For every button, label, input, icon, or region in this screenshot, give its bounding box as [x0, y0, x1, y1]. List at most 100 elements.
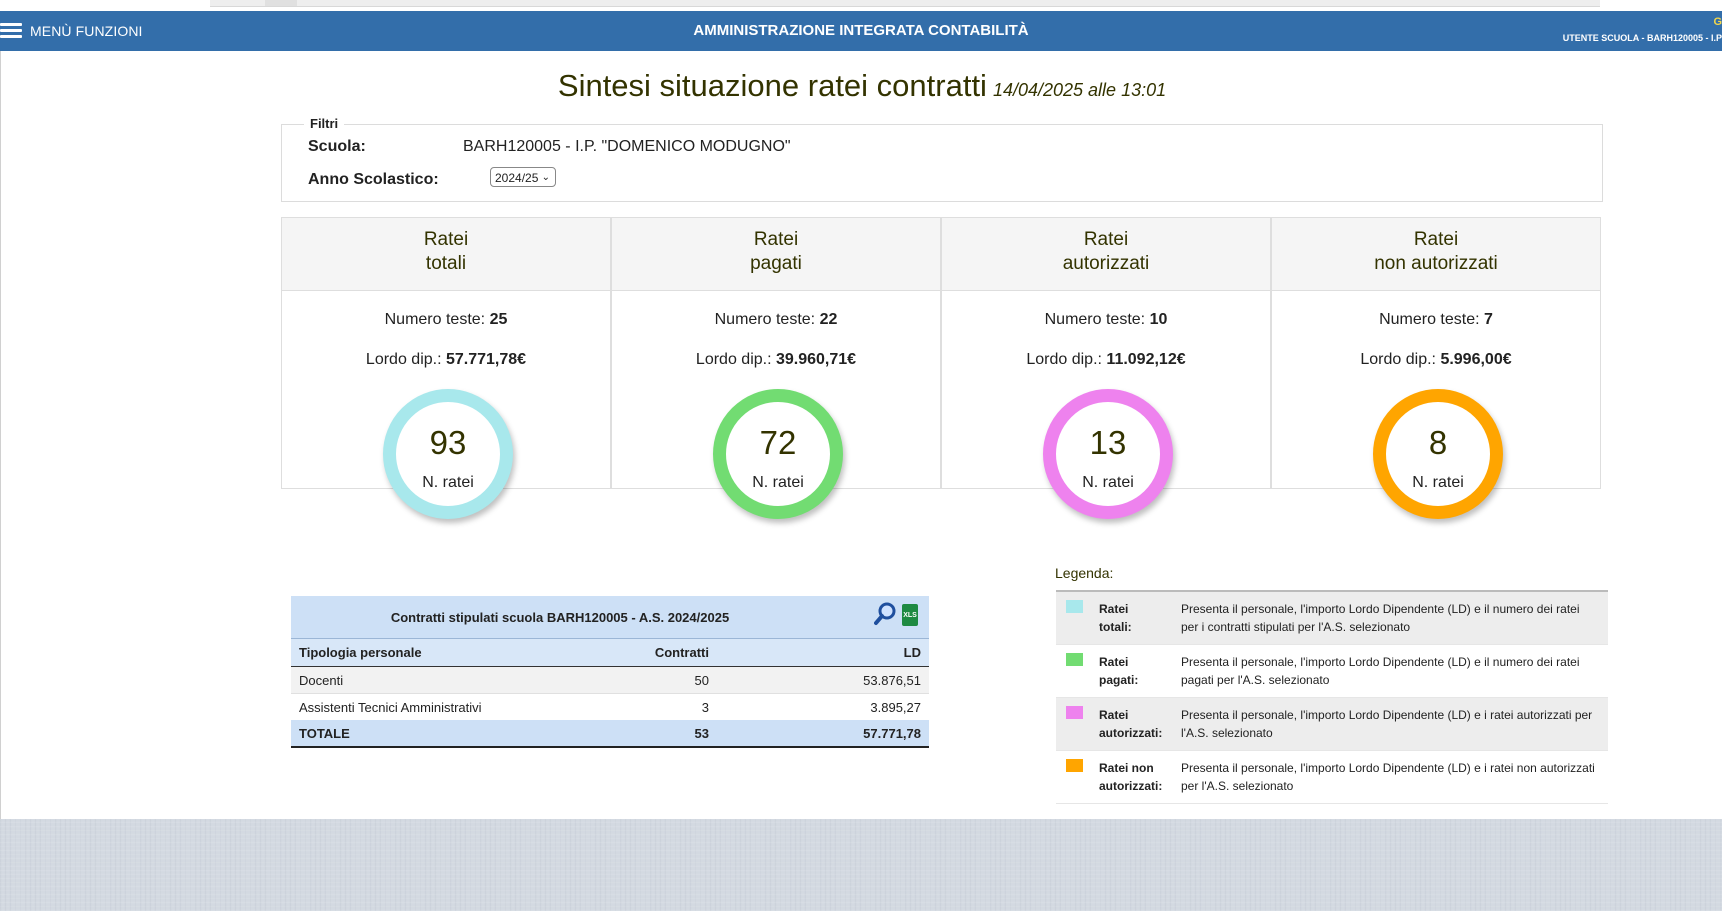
legend-name: Ratei pagati: — [1099, 653, 1169, 689]
browser-top-strip — [0, 0, 1722, 11]
col-header-ld: LD — [903, 645, 921, 660]
card-ratei-totali: Ratei totali Numero teste: 25 Lordo dip.: 5… — [281, 217, 611, 519]
ratei-count: 72 — [759, 424, 797, 461]
chevron-down-icon: ⌄ — [541, 172, 550, 183]
ratei-count: 93 — [429, 424, 467, 461]
legend-desc-line2: pagati per l'A.S. selezionato — [1181, 673, 1330, 687]
card-title-line1: Ratei — [1413, 229, 1459, 250]
ratei-count: 13 — [1089, 424, 1127, 461]
ratei-count-label: N. ratei — [422, 474, 474, 491]
filter-year-row: Anno Scolastico: 2024/25 ⌄ — [308, 167, 556, 189]
contracts-table: Contratti stipulati scuola BARH120005 - … — [291, 596, 929, 748]
card-title: Ratei non autorizzati — [1272, 218, 1600, 291]
legend-name-line1: Ratei — [1099, 655, 1129, 669]
year-label: Anno Scolastico: — [308, 171, 439, 188]
xls-export-icon[interactable]: XLS — [902, 604, 918, 626]
total-label: TOTALE — [299, 726, 350, 741]
table-header-row: Tipologia personale Contratti LD — [291, 639, 929, 667]
legend-list: Ratei totali: Presenta il personale, l'imp… — [1056, 590, 1608, 804]
ratei-count-ring: 72 N. ratei — [713, 389, 843, 519]
hamburger-icon — [0, 23, 22, 39]
legend-item: Ratei totali: Presenta il personale, l'imp… — [1056, 592, 1608, 645]
lordo-dip: Lordo dip.: 5.996,00€ — [1272, 351, 1600, 369]
top-tab-bar — [210, 0, 1600, 7]
lordo-dip-label: Lordo dip.: — [695, 351, 776, 368]
card-title-line1: Ratei — [1083, 229, 1129, 250]
legend-name-line2: pagati: — [1099, 673, 1139, 687]
card-ratei-non-autorizzati: Ratei non autorizzati Numero teste: 7 Lordo… — [1271, 217, 1601, 519]
card-title: Ratei pagati — [612, 218, 940, 291]
ratei-count: 8 — [1428, 424, 1448, 461]
numero-teste-label: Numero teste: — [384, 311, 490, 328]
card-title-line2: totali — [425, 253, 467, 274]
page-title: Sintesi situazione ratei contratti 14/04/… — [1, 68, 1722, 104]
card-ratei-pagati: Ratei pagati Numero teste: 22 Lordo dip.: 3… — [611, 217, 941, 519]
page-timestamp: 14/04/2025 alle 13:01 — [992, 80, 1167, 100]
numero-teste: Numero teste: 22 — [612, 311, 940, 329]
numero-teste: Numero teste: 10 — [942, 311, 1270, 329]
total-contratti: 53 — [694, 726, 709, 741]
card-title-line2: pagati — [750, 253, 802, 274]
col-header-tipologia: Tipologia personale — [299, 645, 422, 660]
numero-teste: Numero teste: 25 — [282, 311, 610, 329]
lordo-dip-value: 11.092,12€ — [1106, 351, 1186, 368]
legend-desc-line1: Presenta il personale, l'importo Lordo D… — [1181, 655, 1580, 669]
page-title-text: Sintesi situazione ratei contratti — [557, 68, 987, 103]
legend-name: Ratei autorizzati: — [1099, 706, 1169, 742]
legend-title: Legenda: — [1055, 565, 1114, 581]
numero-teste-value: 7 — [1484, 311, 1493, 328]
legend-name: Ratei non autorizzati: — [1099, 759, 1169, 795]
school-label: Scuola: — [308, 138, 366, 155]
cell-tipologia: Docenti — [299, 673, 344, 688]
lordo-dip-value: 39.960,71€ — [775, 351, 857, 368]
lordo-dip-value: 57.771,78€ — [445, 351, 527, 368]
card-title: Ratei autorizzati — [942, 218, 1270, 291]
lordo-dip: Lordo dip.: 11.092,12€ — [942, 351, 1270, 369]
legend-name-line2: autorizzati: — [1099, 779, 1163, 793]
cell-contratti: 50 — [694, 673, 709, 688]
ratei-count-label: N. ratei — [752, 474, 804, 491]
legend-description: Presenta il personale, l'importo Lordo D… — [1181, 706, 1601, 742]
numero-teste-value: 22 — [819, 311, 838, 328]
ratei-count-ring: 13 N. ratei — [1043, 389, 1173, 519]
ratei-count-label: N. ratei — [1082, 474, 1134, 491]
menu-label: MENÙ FUNZIONI — [30, 23, 143, 39]
legend-desc-line1: Presenta il personale, l'importo Lordo D… — [1181, 602, 1580, 616]
table-caption: Contratti stipulati scuola BARH120005 - … — [291, 596, 929, 639]
menu-funzioni-button[interactable]: MENÙ FUNZIONI — [0, 11, 143, 51]
legend-description: Presenta il personale, l'importo Lordo D… — [1181, 600, 1601, 636]
main-content: Sintesi situazione ratei contratti 14/04/… — [0, 51, 1722, 819]
legend-name-line1: Ratei — [1099, 708, 1129, 722]
card-title-line2: non autorizzati — [1374, 253, 1498, 274]
lordo-dip-label: Lordo dip.: — [1360, 351, 1441, 368]
lordo-dip: Lordo dip.: 57.771,78€ — [282, 351, 610, 369]
numero-teste: Numero teste: 7 — [1272, 311, 1600, 329]
legend-name-line2: totali: — [1099, 620, 1132, 634]
total-ld: 57.771,78 — [863, 726, 921, 741]
cell-contratti: 3 — [701, 700, 709, 715]
legend-name-line1: Ratei non — [1099, 761, 1154, 775]
user-label[interactable]: UTENTE SCUOLA - BARH120005 - I.P — [1562, 33, 1722, 43]
app-header: MENÙ FUNZIONI AMMINISTRAZIONE INTEGRATA … — [0, 11, 1722, 51]
table-row: Assistenti Tecnici Amministrativi 3 3.89… — [291, 693, 929, 720]
card-ratei-autorizzati: Ratei autorizzati Numero teste: 10 Lordo di… — [941, 217, 1271, 519]
legend-desc-line2: per l'A.S. selezionato — [1181, 779, 1294, 793]
table-row: Docenti 50 53.876,51 — [291, 667, 929, 693]
legend-name-line2: autorizzati: — [1099, 726, 1163, 740]
ratei-count-label: N. ratei — [1412, 474, 1464, 491]
search-icon[interactable] — [874, 602, 896, 626]
numero-teste-value: 10 — [1149, 311, 1168, 328]
legend-description: Presenta il personale, l'importo Lordo D… — [1181, 653, 1601, 689]
top-tab-marker — [265, 0, 297, 6]
year-select[interactable]: 2024/25 ⌄ — [490, 167, 556, 187]
card-title: Ratei totali — [282, 218, 610, 291]
summary-cards: Ratei totali Numero teste: 25 Lordo dip.: 5… — [281, 217, 1601, 519]
year-select-value: 2024/25 — [495, 171, 539, 185]
legend-desc-line2: l'A.S. selezionato — [1181, 726, 1273, 740]
filter-school-row: Scuola: BARH120005 - I.P. "DOMENICO MODU… — [308, 138, 791, 156]
app-title: AMMINISTRAZIONE INTEGRATA CONTABILITÀ — [693, 22, 1029, 39]
legend-desc-line2: per i contratti stipulati per l'A.S. sel… — [1181, 620, 1411, 634]
legend-name-line1: Ratei — [1099, 602, 1129, 616]
card-title-line2: autorizzati — [1062, 253, 1150, 274]
card-title-line1: Ratei — [423, 229, 469, 250]
